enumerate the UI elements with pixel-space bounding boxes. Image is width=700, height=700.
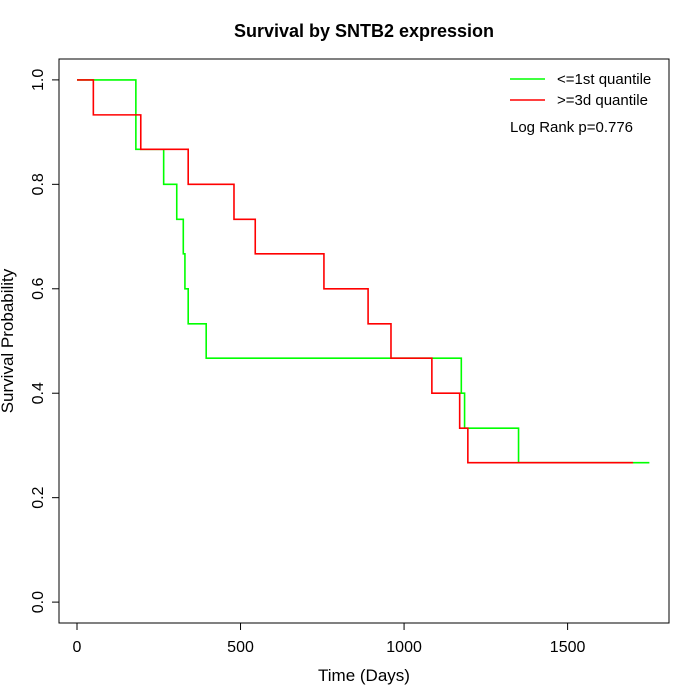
x-tick-label: 0	[73, 639, 82, 656]
x-tick-label: 500	[227, 639, 254, 656]
plot-area-frame	[58, 58, 670, 624]
log-rank-annotation: Log Rank p=0.776	[510, 119, 633, 136]
y-tick-label: 0.6	[30, 278, 47, 300]
chart-title: Survival by SNTB2 expression	[234, 21, 494, 41]
series-layer	[76, 79, 650, 464]
x-axis-label: Time (Days)	[318, 666, 410, 685]
x-tick-label: 1500	[550, 639, 586, 656]
y-tick-label: 0.0	[30, 591, 47, 613]
y-tick-label: 0.2	[30, 486, 47, 508]
y-axis-label: Survival Probability	[0, 268, 17, 413]
legend: <=1st quantile >=3d quantile	[510, 71, 651, 109]
legend-label-low: <=1st quantile	[557, 71, 651, 88]
y-tick-label: 1.0	[30, 69, 47, 91]
series-line-low-quantile	[76, 79, 650, 464]
y-axis: 0.0 0.2 0.4 0.6 0.8 1.0	[30, 69, 60, 613]
x-tick-label: 1000	[386, 639, 422, 656]
y-tick-label: 0.4	[30, 382, 47, 404]
series-line-high-quantile	[76, 79, 634, 464]
x-axis: 0 500 1000 1500	[73, 622, 586, 656]
legend-label-high: >=3d quantile	[557, 92, 648, 109]
y-tick-label: 0.8	[30, 173, 47, 195]
